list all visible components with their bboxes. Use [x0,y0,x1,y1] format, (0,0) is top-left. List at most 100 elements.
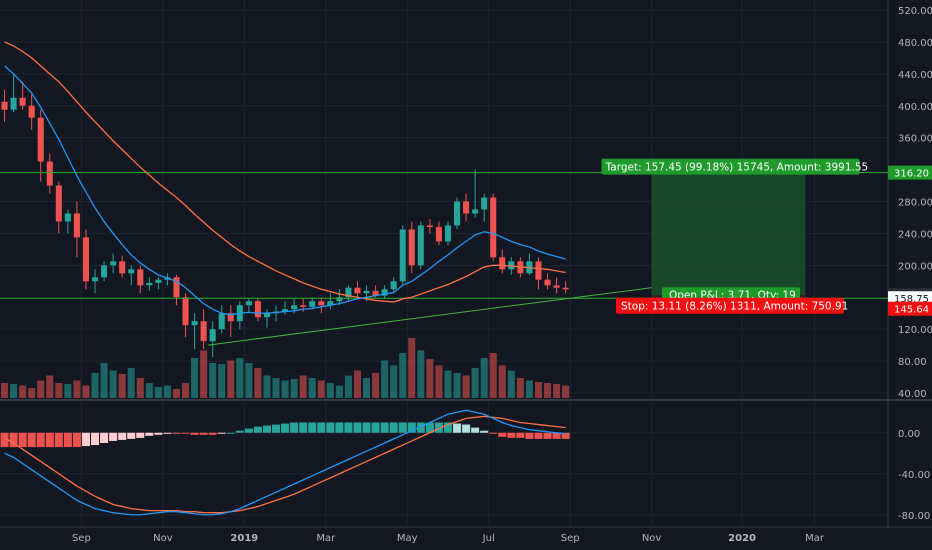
candle-body [508,261,515,270]
macd-histogram-bar [462,424,471,433]
macd-histogram-bar [543,432,552,439]
candle-body [291,305,298,310]
macd-histogram-bar [154,432,163,435]
candle-body [137,269,144,286]
macd-histogram-bar [299,422,308,433]
macd-histogram-bar [552,432,561,439]
stop-annotation-text: Stop: 13.11 (8.26%) 1311, Amount: 750.91 [621,301,848,313]
macd-histogram-bar [498,432,507,437]
price-axis-badge-text: 145.64 [894,305,929,316]
volume-bar [381,360,389,398]
candle-body [417,225,424,266]
volume-bar [553,384,561,398]
axes: 520.00 480.00 440.00 400.00 360.00 280.00 240.… [72,6,932,544]
macd-histogram-bar [235,430,244,433]
price-tick-label: 360.00 [898,134,932,145]
volume-bar [408,338,416,398]
candle-body [300,305,307,307]
time-tick-label: Nov [642,533,662,544]
macd-histogram-bar [36,432,45,448]
macd-tick-label: -80.00 [898,511,930,522]
price-tick-label: 200.00 [898,261,932,272]
volume-bar [28,388,36,398]
macd-histogram-bar [91,432,100,446]
volume-bar [489,353,497,398]
macd-histogram-bar [0,432,9,448]
candle-body [390,281,397,290]
price-axis-badge-text: 316.20 [894,169,929,180]
macd-histogram-bar [516,432,525,438]
price-tick-label: 120.00 [898,325,932,336]
time-tick-label: 2019 [230,533,258,544]
volume-bars [1,338,570,398]
volume-bar [480,358,488,398]
candlesticks[interactable] [1,73,569,358]
volume-bar [399,353,407,398]
candle-body [435,227,442,242]
macd-histogram-bar [145,432,154,436]
volume-bar [462,375,470,398]
volume-bar [534,382,542,398]
volume-bar [263,375,271,398]
candle-body [92,277,99,282]
volume-bar [19,385,27,398]
candle-body [490,197,497,258]
candle-body [110,261,117,266]
macd-histogram-bar [136,432,145,438]
macd-histogram-bar [507,432,516,438]
candle-body [263,313,270,318]
macd-histogram-bar [290,422,299,433]
volume-bar [453,373,461,398]
volume-bar [344,375,352,398]
time-tick-label: Jul [482,533,495,544]
candle-body [463,201,470,214]
candle-body [363,290,370,294]
candle-body [146,282,153,286]
candle-body [472,209,479,214]
volume-bar [390,365,398,398]
candle-body [426,225,433,228]
macd-histogram-bar [172,432,181,434]
macd-histogram-bar [453,423,462,433]
time-tick-label: Sep [72,533,91,544]
price-tick-label: 280.00 [898,198,932,209]
candle-body [55,185,62,222]
candle-body [254,301,261,318]
candle-body [101,265,108,278]
target-annotation-box [601,158,860,175]
price-axis-badge-text: 158.75 [894,294,929,305]
volume-bar [326,383,334,398]
volume-bar [236,358,244,398]
target-zone [651,172,806,296]
macd-histogram-bar [262,425,271,433]
macd-histogram-bar [416,422,425,433]
volume-bar [281,380,289,398]
price-axis-badge [888,301,932,316]
price-tick-label: 80.00 [898,357,927,368]
volume-bar [191,358,199,398]
target-annotation-text: Target: 157.45 (99.18%) 15745, Amount: 3… [605,162,869,174]
candle-body [128,269,135,274]
volume-bar [82,385,90,398]
volume-bar [317,380,325,398]
macd-histogram-bar [480,430,489,433]
candle-body [318,301,325,306]
volume-bar [562,385,570,398]
volume-bar [109,370,117,398]
candle-body [354,287,361,294]
volume-bar [1,383,9,398]
volume-bar [163,385,171,398]
volume-bar [435,365,443,398]
price-tick-label: 400.00 [898,102,932,113]
candle-body [282,309,289,312]
candle-body [173,277,180,298]
volume-bar [471,368,479,398]
macd-histogram-bar [308,422,317,433]
macd-histogram-bar [181,432,190,434]
candle-body [481,197,488,210]
volume-bar [91,373,99,398]
ema-slow-line [4,41,566,303]
candle-body [444,225,451,242]
